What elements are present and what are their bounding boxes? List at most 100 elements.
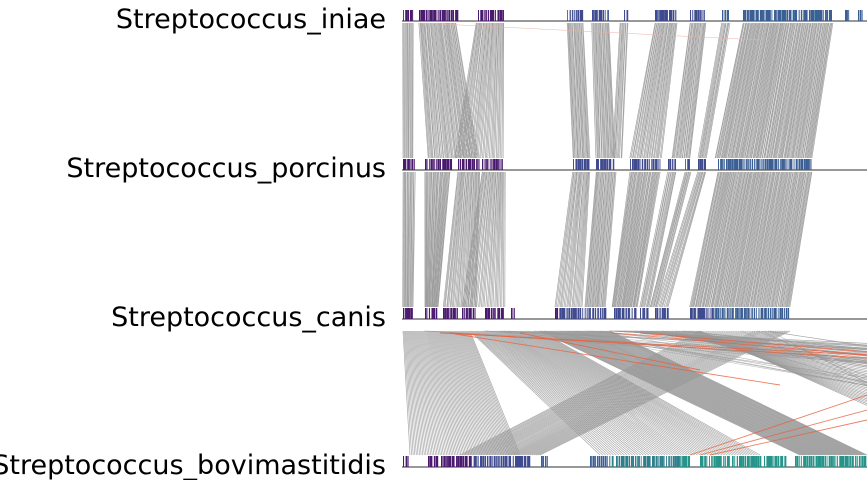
gene-feature — [757, 10, 759, 21]
gene-feature — [729, 308, 730, 319]
gene-feature — [472, 159, 474, 170]
gene-feature — [410, 159, 411, 170]
gene-feature — [466, 159, 467, 170]
gene-feature — [799, 159, 800, 170]
gene-feature — [700, 456, 702, 467]
gene-feature — [642, 308, 644, 319]
gene-feature — [826, 10, 828, 21]
gene-feature — [698, 10, 700, 21]
gene-feature — [566, 308, 567, 319]
gene-feature — [666, 456, 667, 467]
genome-label-canis: Streptococcus_canis — [111, 302, 386, 333]
gene-feature — [485, 159, 486, 170]
gene-feature — [752, 159, 753, 170]
gene-feature — [597, 456, 598, 467]
gene-feature — [658, 159, 659, 170]
gene-feature — [808, 159, 810, 170]
gene-feature — [631, 456, 633, 467]
gene-feature — [578, 159, 580, 170]
gene-feature — [745, 10, 747, 21]
gene-feature — [693, 308, 695, 319]
gene-feature — [604, 456, 606, 467]
gene-feature — [749, 456, 750, 467]
gene-feature — [712, 308, 713, 319]
gene-feature — [744, 308, 746, 319]
gene-feature — [704, 456, 706, 467]
gene-feature — [570, 10, 571, 21]
gene-feature — [455, 10, 457, 21]
gene-feature — [639, 159, 640, 170]
gene-feature — [429, 159, 430, 170]
gene-feature — [692, 10, 693, 21]
synteny-link — [559, 172, 576, 307]
gene-feature — [802, 159, 803, 170]
gene-feature — [743, 10, 745, 21]
gene-feature — [691, 308, 692, 319]
gene-feature — [786, 159, 787, 170]
gene-feature — [785, 10, 786, 21]
gene-feature — [483, 456, 485, 467]
gene-feature — [774, 456, 776, 467]
gene-feature — [410, 10, 412, 21]
gene-feature — [602, 308, 603, 319]
gene-feature — [796, 159, 797, 170]
gene-feature — [411, 308, 413, 319]
gene-feature — [471, 308, 472, 319]
gene-feature — [576, 10, 577, 21]
gene-feature — [438, 10, 439, 21]
synteny-link-faint — [420, 23, 760, 40]
gene-feature — [673, 10, 675, 21]
gene-feature — [821, 10, 822, 21]
gene-feature — [441, 456, 443, 467]
gene-feature — [762, 308, 763, 319]
gene-feature — [622, 308, 624, 319]
gene-feature — [782, 159, 784, 170]
gene-feature — [702, 308, 704, 319]
gene-feature — [789, 159, 791, 170]
gene-feature — [851, 456, 853, 467]
gene-feature — [485, 456, 486, 467]
gene-feature — [580, 308, 581, 319]
gene-feature — [842, 456, 844, 467]
gene-feature — [559, 308, 561, 319]
gene-feature — [747, 308, 749, 319]
gene-feature — [522, 456, 523, 467]
gene-feature — [656, 456, 658, 467]
gene-feature — [799, 456, 800, 467]
gene-feature — [502, 308, 504, 319]
gene-feature — [837, 456, 838, 467]
gene-feature — [731, 308, 733, 319]
gene-feature — [668, 456, 670, 467]
gene-feature — [737, 159, 739, 170]
gene-feature — [787, 10, 788, 21]
gene-feature — [724, 308, 725, 319]
gene-feature — [801, 10, 802, 21]
gene-feature — [831, 10, 832, 21]
gene-feature — [422, 10, 424, 21]
gene-feature — [571, 308, 572, 319]
gene-feature — [654, 456, 655, 467]
gene-feature — [403, 308, 404, 319]
gene-feature — [510, 456, 511, 467]
gene-feature — [700, 159, 702, 170]
gene-feature — [414, 159, 415, 170]
gene-feature — [742, 456, 744, 467]
gene-feature — [849, 456, 851, 467]
gene-feature — [470, 159, 471, 170]
gene-feature — [529, 456, 531, 467]
gene-feature — [590, 456, 592, 467]
gene-feature — [801, 456, 802, 467]
gene-feature — [618, 308, 620, 319]
gene-feature — [420, 10, 422, 21]
gene-feature — [771, 10, 772, 21]
gene-feature — [448, 159, 449, 170]
gene-feature — [597, 10, 598, 21]
gene-feature — [803, 10, 805, 21]
gene-feature — [442, 10, 444, 21]
gene-feature — [475, 456, 476, 467]
gene-feature — [490, 159, 491, 170]
gene-feature — [646, 308, 648, 319]
gene-feature — [644, 308, 645, 319]
gene-feature — [486, 10, 487, 21]
